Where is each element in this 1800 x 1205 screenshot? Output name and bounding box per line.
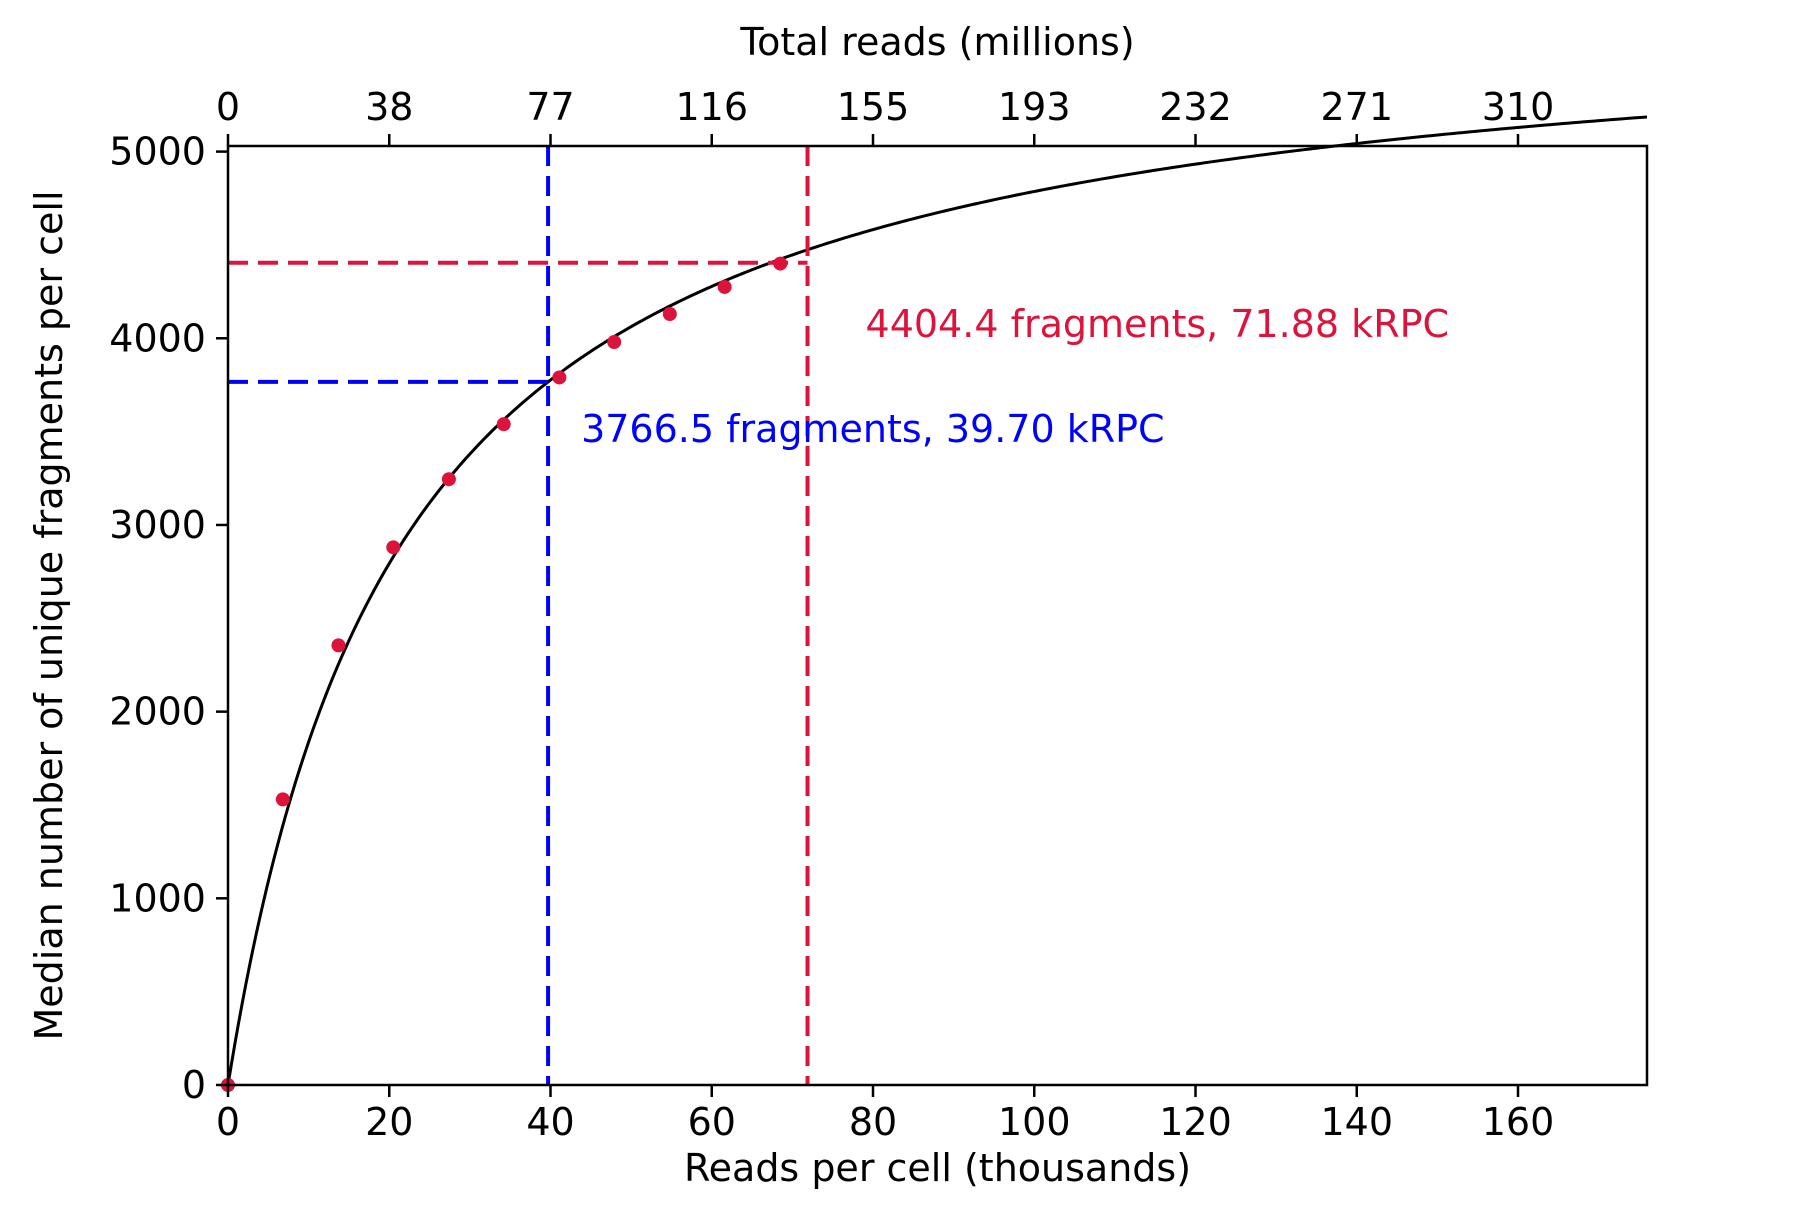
data-point <box>717 279 732 294</box>
fit-curve-line <box>226 115 1648 1086</box>
x-tick-label: 0 <box>216 1100 240 1144</box>
top-tick-label: 155 <box>837 85 910 129</box>
y-axis-title: Median number of unique fragments per ce… <box>27 190 71 1040</box>
y-tick-label: 4000 <box>109 316 206 360</box>
data-point <box>496 417 511 432</box>
top-tick-label: 77 <box>526 85 574 129</box>
reference-lines-layer <box>228 146 810 1085</box>
top-axis-ticks: 0 38 77 116 155 193 232 271 310 <box>216 85 1554 146</box>
annotation-red: 4404.4 fragments, 71.88 kRPC <box>866 302 1450 346</box>
data-point <box>386 540 401 555</box>
top-tick-label: 0 <box>216 85 240 129</box>
x-tick-label: 100 <box>998 1100 1071 1144</box>
top-tick-label: 271 <box>1320 85 1393 129</box>
x-tick-label: 20 <box>365 1100 413 1144</box>
data-point <box>441 472 456 487</box>
x-tick-label: 60 <box>688 1100 736 1144</box>
x-axis-ticks: 0 20 40 60 80 100 120 140 160 <box>216 1085 1554 1144</box>
top-tick-label: 232 <box>1159 85 1232 129</box>
data-point <box>552 370 567 385</box>
data-points-layer <box>221 256 788 1092</box>
y-tick-label: 0 <box>182 1063 206 1107</box>
top-tick-label: 116 <box>675 85 748 129</box>
x-tick-label: 80 <box>849 1100 897 1144</box>
x-tick-label: 140 <box>1320 1100 1393 1144</box>
fit-curve-layer <box>226 115 1648 1086</box>
y-tick-label: 5000 <box>109 130 206 174</box>
top-axis-title: Total reads (millions) <box>739 20 1134 64</box>
top-tick-label: 38 <box>365 85 413 129</box>
data-point <box>331 638 346 653</box>
data-point <box>275 792 290 807</box>
y-tick-label: 2000 <box>109 690 206 734</box>
y-tick-label: 3000 <box>109 503 206 547</box>
data-point <box>662 307 677 322</box>
annotation-blue: 3766.5 fragments, 39.70 kRPC <box>581 407 1165 451</box>
top-tick-label: 193 <box>998 85 1071 129</box>
x-tick-label: 160 <box>1482 1100 1555 1144</box>
x-tick-label: 40 <box>526 1100 574 1144</box>
top-tick-label: 310 <box>1482 85 1555 129</box>
x-tick-label: 120 <box>1159 1100 1232 1144</box>
data-point <box>607 335 622 350</box>
y-tick-label: 1000 <box>109 876 206 920</box>
y-axis-ticks: 0 1000 2000 3000 4000 5000 <box>109 130 228 1107</box>
plot-frame <box>226 144 1649 1087</box>
x-axis-title: Reads per cell (thousands) <box>684 1146 1191 1190</box>
